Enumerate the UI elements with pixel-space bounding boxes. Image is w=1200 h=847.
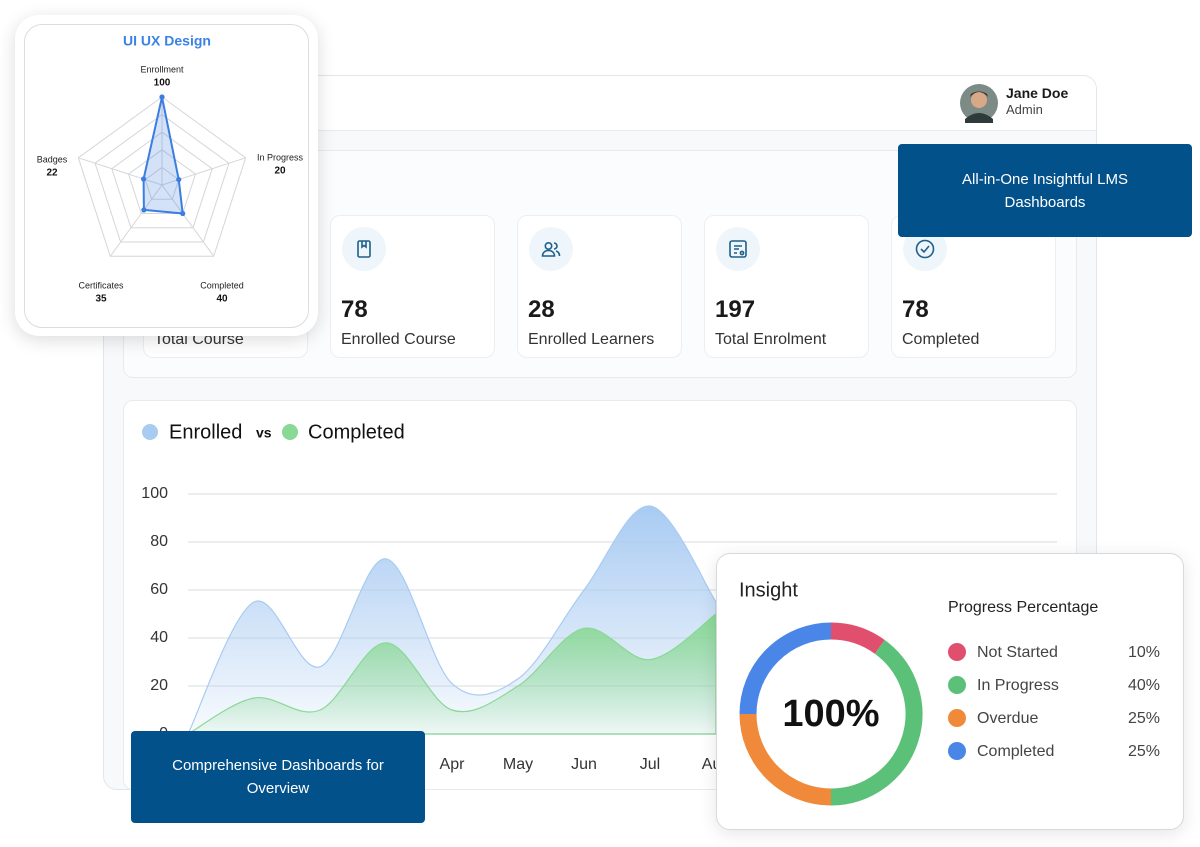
stat-label: Enrolled Learners	[528, 331, 655, 348]
stat-label: Completed	[902, 331, 980, 348]
stat-icon	[342, 227, 386, 271]
stat-card: 28 Enrolled Learners	[517, 215, 682, 358]
stat-card: 78 Completed	[891, 215, 1056, 358]
stat-icon	[529, 227, 573, 271]
radar-card	[15, 15, 318, 336]
stat-value: 28	[528, 296, 555, 323]
stat-card: 78 Enrolled Course	[330, 215, 495, 358]
user-name: Jane Doe	[1006, 85, 1069, 101]
radar-card-border	[24, 24, 309, 328]
stat-value: 197	[715, 296, 756, 323]
stat-value: 78	[902, 296, 929, 323]
stat-card: 197 Total Enrolment	[704, 215, 869, 358]
stat-value: 78	[341, 296, 368, 323]
stat-icon	[716, 227, 760, 271]
callout: All-in-One Insightful LMS Dashboards	[898, 144, 1192, 237]
user-role: Admin	[1006, 102, 1043, 117]
insight-card	[716, 553, 1184, 830]
stat-label: Enrolled Course	[341, 331, 456, 348]
avatar	[960, 84, 998, 123]
stat-label: Total Enrolment	[715, 331, 827, 348]
callout: Comprehensive Dashboards for Overview	[131, 731, 425, 823]
